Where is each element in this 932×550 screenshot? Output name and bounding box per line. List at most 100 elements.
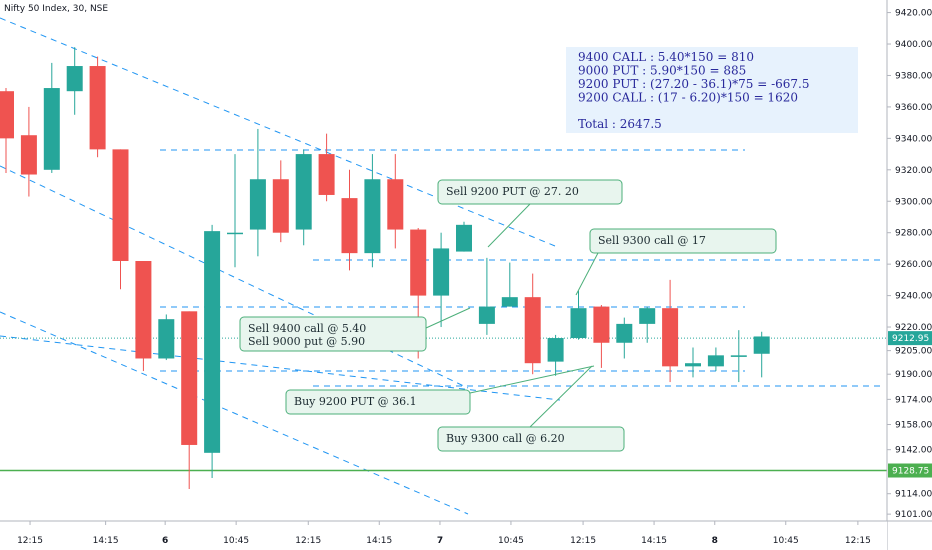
candle-up[interactable]: [249, 179, 266, 230]
candle-up[interactable]: [295, 154, 312, 230]
candle-up[interactable]: [433, 248, 450, 296]
candle-up[interactable]: [707, 355, 724, 367]
callout-buy-9300-call-box[interactable]: [437, 426, 625, 452]
candle-down[interactable]: [20, 135, 37, 175]
candle-down[interactable]: [181, 311, 198, 445]
trendline: [0, 17, 556, 247]
candle-up[interactable]: [685, 363, 701, 367]
time-tick-label: 14:15: [366, 536, 392, 546]
pnl-note-line: 9000 PUT : 5.90*150 = 885: [578, 64, 746, 78]
time-tick-label: 10:45: [773, 536, 799, 546]
candle-down[interactable]: [387, 179, 404, 230]
callout-buy-9300-call-pointer: [529, 365, 593, 428]
support-price-tag-label: 9128.75: [892, 467, 929, 477]
candle-down[interactable]: [341, 198, 358, 254]
callout-sell-9200-put-text: Sell 9200 PUT @ 27. 20: [446, 185, 579, 198]
time-tick-label: 10:45: [498, 536, 524, 546]
price-tick-label: 9142.00: [895, 446, 932, 456]
candle-up[interactable]: [639, 308, 656, 324]
candle-up[interactable]: [501, 297, 518, 307]
chart-title: Nifty 50 Index, 30, NSE: [4, 4, 109, 14]
price-tick-label: 9174.00: [895, 395, 932, 405]
last-price-tag: [888, 331, 932, 346]
candle-up[interactable]: [616, 323, 633, 343]
price-tick-label: 9114.00: [895, 490, 932, 500]
trendline: [0, 311, 469, 515]
candle-down[interactable]: [135, 261, 152, 359]
candle-down[interactable]: [524, 297, 541, 364]
candle-up[interactable]: [730, 355, 747, 357]
time-axis-panel: [0, 521, 887, 550]
price-tick-label: 9400.00: [895, 40, 932, 50]
candle-up[interactable]: [570, 308, 587, 339]
callout-buy-9200-put-pointer: [469, 365, 595, 394]
support-price-tag: [888, 463, 932, 478]
last-price-tag-label: 9212.95: [892, 334, 929, 344]
price-tick-label: 9260.00: [895, 260, 932, 270]
price-tick-label: 9101.00: [895, 510, 932, 520]
price-tick-label: 9240.00: [895, 292, 932, 302]
callout-sell-9400-pointer: [425, 307, 471, 329]
candle-up[interactable]: [456, 224, 472, 252]
pnl-note-line: 9200 CALL : (17 - 6.20)*150 = 1620: [578, 91, 798, 105]
callout-buy-9300-call-text: Buy 9300 call @ 6.20: [446, 432, 565, 445]
callout-sell-9200-put-pointer: [487, 203, 531, 248]
candle-down[interactable]: [0, 91, 14, 139]
candle-up[interactable]: [364, 179, 381, 254]
candle-up[interactable]: [204, 231, 221, 453]
trendline: [0, 335, 561, 401]
candle-up[interactable]: [478, 306, 495, 324]
price-tick-label: 9205.00: [895, 347, 932, 357]
candle-down[interactable]: [272, 179, 289, 233]
time-tick-label: 14:15: [93, 536, 119, 546]
price-tick-label: 9340.00: [895, 134, 932, 144]
time-tick-label: 8: [712, 536, 718, 546]
candle-down[interactable]: [89, 66, 106, 150]
pnl-note-box: [566, 47, 858, 133]
price-tick-label: 9190.00: [895, 370, 932, 380]
time-tick-label: 10:45: [223, 536, 249, 546]
time-tick-label: 12:15: [295, 536, 321, 546]
candle-down[interactable]: [410, 229, 427, 296]
time-tick-label: 7: [437, 536, 443, 546]
candle-up[interactable]: [753, 336, 770, 354]
price-tick-label: 9300.00: [895, 197, 932, 207]
candle-up[interactable]: [43, 88, 60, 170]
price-tick-label: 9320.00: [895, 166, 932, 176]
callout-sell-9300-call-text: Sell 9300 call @ 17: [598, 234, 706, 247]
time-tick-label: 6: [162, 536, 168, 546]
candle-down[interactable]: [593, 306, 610, 343]
callout-sell-9300-call-box[interactable]: [589, 228, 777, 254]
callout-sell-9200-put-box[interactable]: [437, 179, 623, 205]
candles-layer: [0, 47, 770, 489]
price-tick-label: 9220.00: [895, 323, 932, 333]
callout-buy-9200-put-text: Buy 9200 PUT @ 36.1: [294, 395, 417, 408]
callout-sell-9300-call-pointer: [575, 252, 599, 296]
price-tick-label: 9158.00: [895, 421, 932, 431]
time-tick-label: 12:15: [845, 536, 871, 546]
price-tick-label: 9360.00: [895, 103, 932, 113]
time-tick-label: 12:15: [570, 536, 596, 546]
candle-up[interactable]: [547, 338, 564, 362]
candle-up[interactable]: [227, 232, 243, 235]
callout-sell-9400-text: Sell 9400 call @ 5.40: [248, 322, 366, 335]
time-tick-label: 12:15: [17, 536, 43, 546]
candle-down[interactable]: [318, 154, 335, 195]
time-tick-label: 14:15: [641, 536, 667, 546]
callout-sell-9400-text: Sell 9000 put @ 5.90: [248, 335, 365, 348]
price-tick-label: 9280.00: [895, 229, 932, 239]
pnl-note-line: 9200 PUT : (27.20 - 36.1)*75 = -667.5: [578, 77, 810, 91]
pnl-note-total: Total : 2647.5: [578, 117, 662, 131]
callout-sell-9400-box[interactable]: [239, 316, 427, 352]
candle-down[interactable]: [662, 308, 679, 367]
price-axis-panel: [887, 0, 932, 550]
callout-buy-9200-put-box[interactable]: [285, 389, 471, 415]
candle-down[interactable]: [112, 149, 129, 261]
price-tick-label: 9420.00: [895, 9, 932, 19]
candle-up[interactable]: [66, 66, 83, 92]
price-tick-label: 9380.00: [895, 71, 932, 81]
candle-up[interactable]: [158, 319, 175, 359]
